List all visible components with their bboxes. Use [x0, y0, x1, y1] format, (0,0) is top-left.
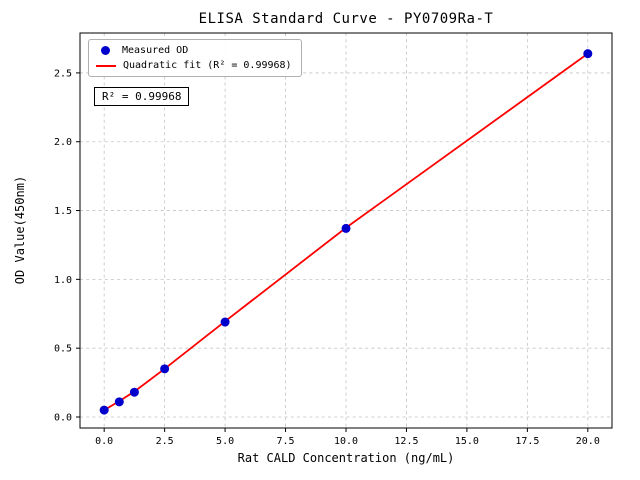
y-axis-label: OD Value(450nm) — [13, 175, 27, 285]
legend-item-measured-od: Measured OD — [96, 45, 292, 56]
x-tick-label: 20.0 — [576, 436, 600, 447]
legend-item-quadratic-fit: Quadratic fit (R² = 0.99968) — [96, 60, 292, 71]
legend-label-quadratic-fit: Quadratic fit (R² = 0.99968) — [123, 60, 292, 71]
measured-od-point — [341, 223, 351, 233]
x-tick-label: 10.0 — [334, 436, 358, 447]
measured-od-point — [129, 387, 139, 397]
x-tick-label: 12.5 — [394, 436, 418, 447]
measured-od-point — [160, 364, 170, 374]
x-tick-label: 5.0 — [216, 436, 234, 447]
y-tick-label: 1.0 — [54, 275, 72, 286]
scatter-marker-icon — [101, 46, 110, 55]
measured-od-point — [99, 405, 109, 415]
line-marker-icon — [96, 64, 116, 67]
x-tick-label: 17.5 — [515, 436, 539, 447]
chart-title: ELISA Standard Curve - PY0709Ra-T — [198, 11, 494, 27]
x-tick-label: 0.0 — [95, 436, 113, 447]
legend-label-measured-od: Measured OD — [122, 45, 189, 56]
measured-od-point — [114, 397, 124, 407]
y-tick-label: 1.5 — [54, 206, 72, 217]
y-tick-label: 0.5 — [54, 344, 72, 355]
y-tick-label: 2.5 — [54, 68, 72, 79]
measured-od-point — [583, 49, 593, 59]
x-tick-label: 7.5 — [277, 436, 295, 447]
y-tick-label: 2.0 — [54, 137, 72, 148]
chart-legend: Measured OD Quadratic fit (R² = 0.99968) — [88, 39, 302, 77]
y-tick-label: 0.0 — [54, 412, 72, 423]
measured-od-point — [220, 317, 230, 327]
x-axis-label: Rat CALD Concentration (ng/mL) — [237, 451, 455, 465]
x-tick-label: 2.5 — [156, 436, 174, 447]
x-tick-label: 15.0 — [455, 436, 479, 447]
r-squared-annotation: R² = 0.99968 — [94, 87, 190, 106]
